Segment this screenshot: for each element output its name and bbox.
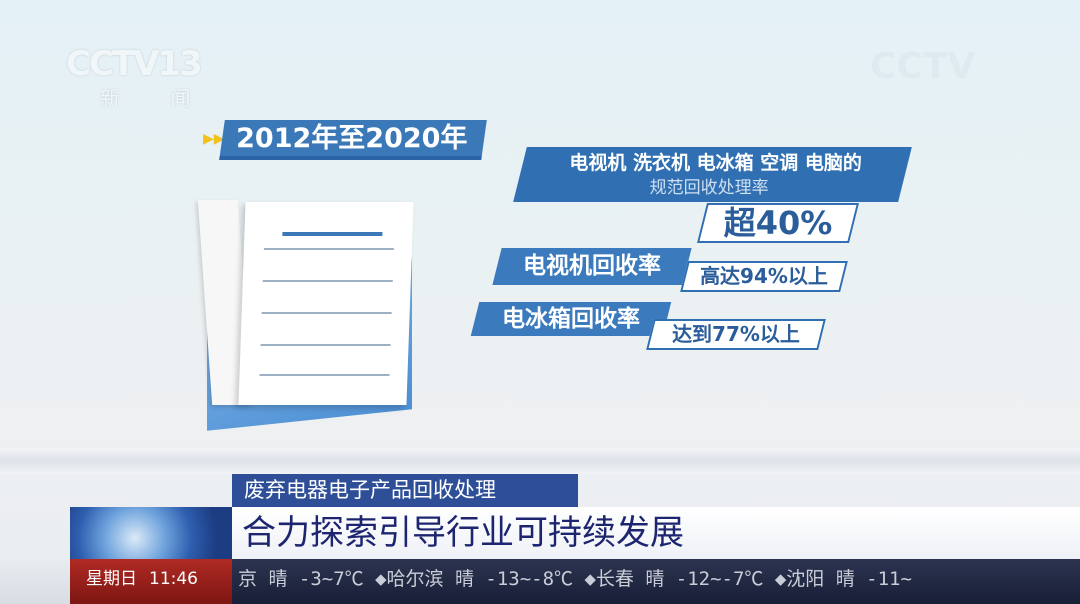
period-text: 2012年至2020年: [236, 123, 468, 154]
fridge-rate-label-box: 电冰箱回收率: [470, 302, 672, 336]
news-subtitle: 废弃电器电子产品回收处理: [232, 474, 578, 507]
doc-line: [261, 312, 392, 314]
ticker-left-edge: [0, 559, 70, 604]
doc-line: [263, 248, 394, 250]
doc-line: [259, 374, 390, 376]
globe-graphic: [70, 507, 232, 559]
clock-time: 11:46: [149, 569, 198, 589]
overall-rate-label: 电视机 洗衣机 电冰箱 空调 电脑的 规范回收处理率: [513, 147, 912, 202]
tv-rate-value: 高达94%以上: [700, 264, 828, 288]
doc-line: [260, 344, 391, 346]
rate-caption: 规范回收处理率: [649, 178, 769, 198]
period-label: 2012年至2020年: [219, 120, 487, 160]
cctv-watermark: CCTV: [870, 46, 976, 87]
overall-rate-value: 超40%: [723, 204, 833, 242]
news-headline: 合力探索引导行业可持续发展: [232, 507, 1080, 559]
ticker-bar: [70, 559, 1080, 604]
cctv13-logo: CCTV13: [66, 44, 203, 84]
date-time-box: 星期日 11:46: [70, 559, 232, 604]
doc-line: [282, 232, 383, 236]
fridge-rate-value: 达到77%以上: [672, 322, 800, 346]
fridge-rate-label: 电冰箱回收率: [502, 306, 640, 332]
document-icon: [238, 202, 414, 405]
logo-subtitle: 新 闻: [100, 86, 213, 110]
tv-rate-value-box: 高达94%以上: [680, 261, 848, 292]
doc-line: [262, 280, 393, 282]
weekday: 星期日: [86, 569, 137, 589]
lower-third-band: [0, 448, 1080, 474]
fridge-rate-value-box: 达到77%以上: [646, 319, 826, 350]
tv-rate-label: 电视机回收率: [523, 253, 661, 279]
weather-ticker: 京 晴 -3~7℃ ◆哈尔滨 晴 -13~-8℃ ◆长春 晴 -12~-7℃ ◆…: [238, 568, 912, 590]
overall-rate-value-box: 超40%: [697, 203, 859, 243]
tv-rate-label-box: 电视机回收率: [492, 248, 692, 285]
chevron-icon: ▶▶: [203, 131, 225, 147]
appliance-list: 电视机 洗衣机 电冰箱 空调 电脑的: [569, 152, 862, 174]
